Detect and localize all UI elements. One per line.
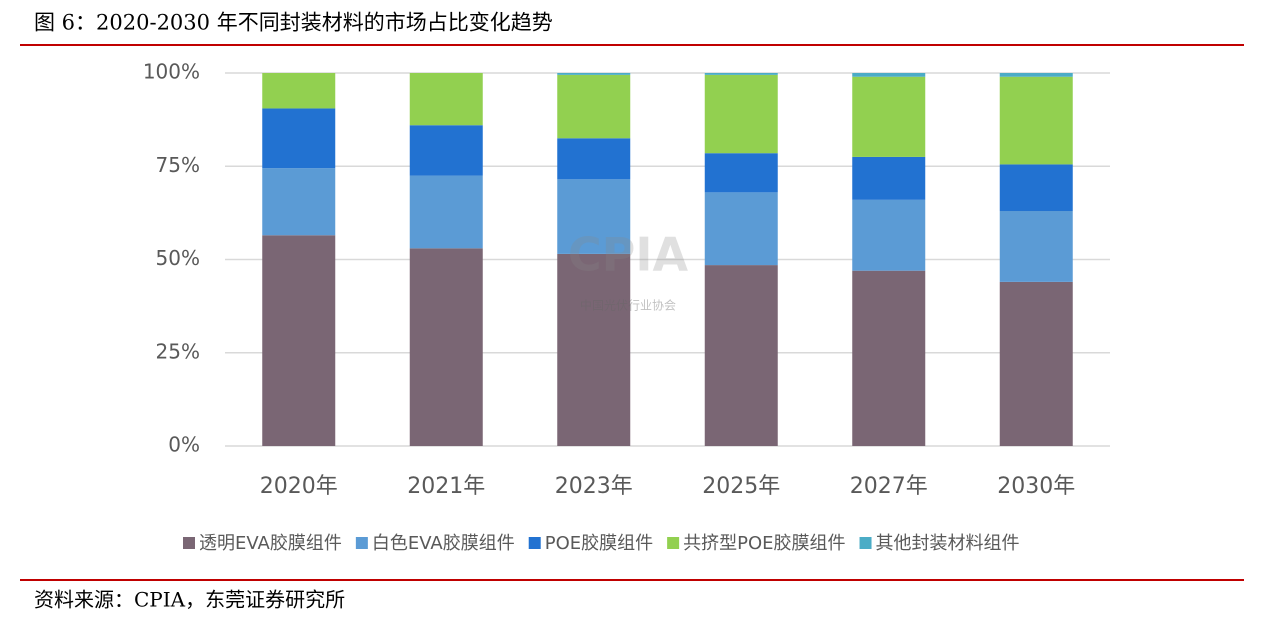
bar-segment <box>999 281 1073 446</box>
bar-segment <box>262 235 336 446</box>
legend-label: 透明EVA胶膜组件 <box>199 533 342 554</box>
legend-swatch <box>183 537 195 549</box>
x-tick-label: 2020年 <box>260 474 338 499</box>
x-tick-label: 2025年 <box>702 474 780 499</box>
watermark: CPIA <box>568 228 689 282</box>
legend-swatch <box>667 537 680 549</box>
y-tick-label: 75% <box>156 153 200 177</box>
x-tick-label: 2027年 <box>850 474 928 499</box>
bar-segment <box>852 199 926 271</box>
x-tick-label: 2023年 <box>555 474 633 499</box>
chart-title: 图 6：2020-2030 年不同封装材料的市场占比变化趋势 <box>34 11 553 35</box>
legend-swatch <box>859 537 872 549</box>
bar-segment <box>704 265 778 446</box>
bar-segment <box>704 153 778 193</box>
x-tick-label: 2030年 <box>997 474 1075 499</box>
bar-segment <box>852 76 926 157</box>
bar-segment <box>852 156 926 200</box>
y-tick-label: 50% <box>156 246 200 270</box>
x-tick-label: 2021年 <box>407 474 485 499</box>
bar-segment <box>557 179 631 254</box>
bar-segment <box>409 248 483 446</box>
source-note: 资料来源：CPIA，东莞证券研究所 <box>34 588 345 612</box>
bar-segment <box>999 76 1073 165</box>
y-tick-label: 25% <box>156 339 200 363</box>
bar-segment <box>262 73 336 109</box>
legend-label: 共挤型POE胶膜组件 <box>683 533 845 554</box>
y-tick-label: 0% <box>168 433 200 457</box>
bar-segment <box>852 73 926 77</box>
bar-segment <box>999 211 1073 282</box>
legend-label: 白色EVA胶膜组件 <box>372 533 515 554</box>
legend-swatch <box>528 537 541 549</box>
watermark: 中国光伏行业协会 <box>580 298 676 313</box>
bar-segment <box>999 73 1073 77</box>
legend-label: POE胶膜组件 <box>545 533 653 554</box>
legend-swatch <box>355 537 368 549</box>
bar-segment <box>409 73 483 126</box>
bar-segment <box>409 175 483 249</box>
bar-segment <box>262 108 336 169</box>
bar-segment <box>557 138 631 180</box>
bar-segment <box>557 73 631 75</box>
bar-segment <box>704 192 778 266</box>
bar-segment <box>852 270 926 446</box>
bar-segment <box>704 74 778 154</box>
bar-segment <box>999 164 1073 212</box>
bar-segment <box>557 74 631 139</box>
y-tick-label: 100% <box>143 60 200 84</box>
bar-segment <box>262 168 336 236</box>
bar-segment <box>557 253 631 446</box>
legend-label: 其他封装材料组件 <box>876 533 1020 554</box>
bar-segment <box>409 125 483 176</box>
bar-segment <box>704 73 778 75</box>
